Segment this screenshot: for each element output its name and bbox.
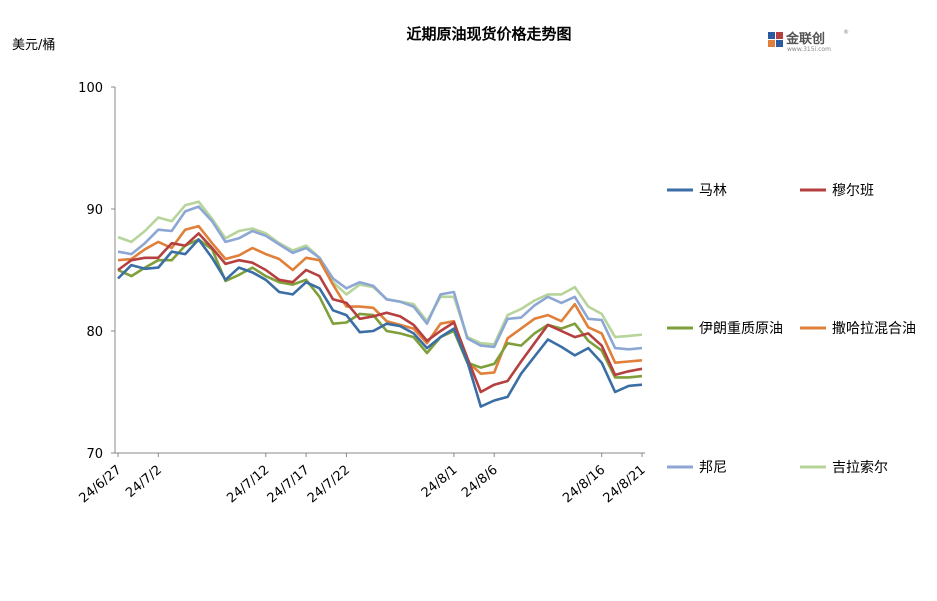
legend-label-1: 穆尔班 bbox=[832, 183, 874, 199]
x-tick-label: 24/8/21 bbox=[601, 463, 649, 507]
x-tick-label: 24/6/27 bbox=[77, 463, 125, 507]
logo-subtext: www.315i.com bbox=[787, 46, 831, 53]
x-tick-label: 24/7/22 bbox=[305, 463, 353, 507]
y-tick-label: 70 bbox=[86, 447, 103, 462]
y-axis-unit: 美元/桶 bbox=[12, 38, 55, 53]
x-tick-label: 24/7/12 bbox=[224, 463, 272, 507]
x-tick-label: 24/8/6 bbox=[459, 463, 501, 501]
x-tick-label: 24/8/16 bbox=[560, 463, 608, 507]
series-line-2 bbox=[117, 238, 643, 379]
y-tick-label: 80 bbox=[86, 325, 103, 340]
legend-label-2: 伊朗重质原油 bbox=[699, 321, 783, 337]
series-line-3 bbox=[117, 224, 643, 376]
x-tick-label: 24/8/1 bbox=[419, 463, 461, 501]
logo-text: 金联创 bbox=[785, 31, 825, 47]
y-tick-label: 90 bbox=[86, 203, 103, 218]
chart-title: 近期原油现货价格走势图 bbox=[406, 25, 571, 43]
x-tick-label: 24/7/2 bbox=[123, 463, 165, 501]
legend-label-0: 马林 bbox=[699, 183, 727, 199]
legend-label-4: 邦尼 bbox=[699, 460, 727, 476]
x-tick-label: 24/7/17 bbox=[265, 463, 313, 507]
y-axis-ticks: 70 80 90 100 bbox=[78, 81, 115, 462]
brand-logo: 金联创 www.315i.com ® bbox=[768, 29, 849, 53]
series-line-4 bbox=[117, 205, 643, 351]
y-tick-label: 100 bbox=[78, 81, 103, 96]
series-line-1 bbox=[117, 232, 643, 394]
legend-label-3: 撒哈拉混合油 bbox=[832, 321, 916, 337]
series-line-0 bbox=[117, 238, 643, 408]
logo-registered-mark: ® bbox=[843, 29, 849, 36]
series-lines bbox=[117, 200, 643, 408]
legend-label-5: 吉拉索尔 bbox=[832, 459, 888, 476]
logo-mark-icon bbox=[768, 32, 783, 47]
